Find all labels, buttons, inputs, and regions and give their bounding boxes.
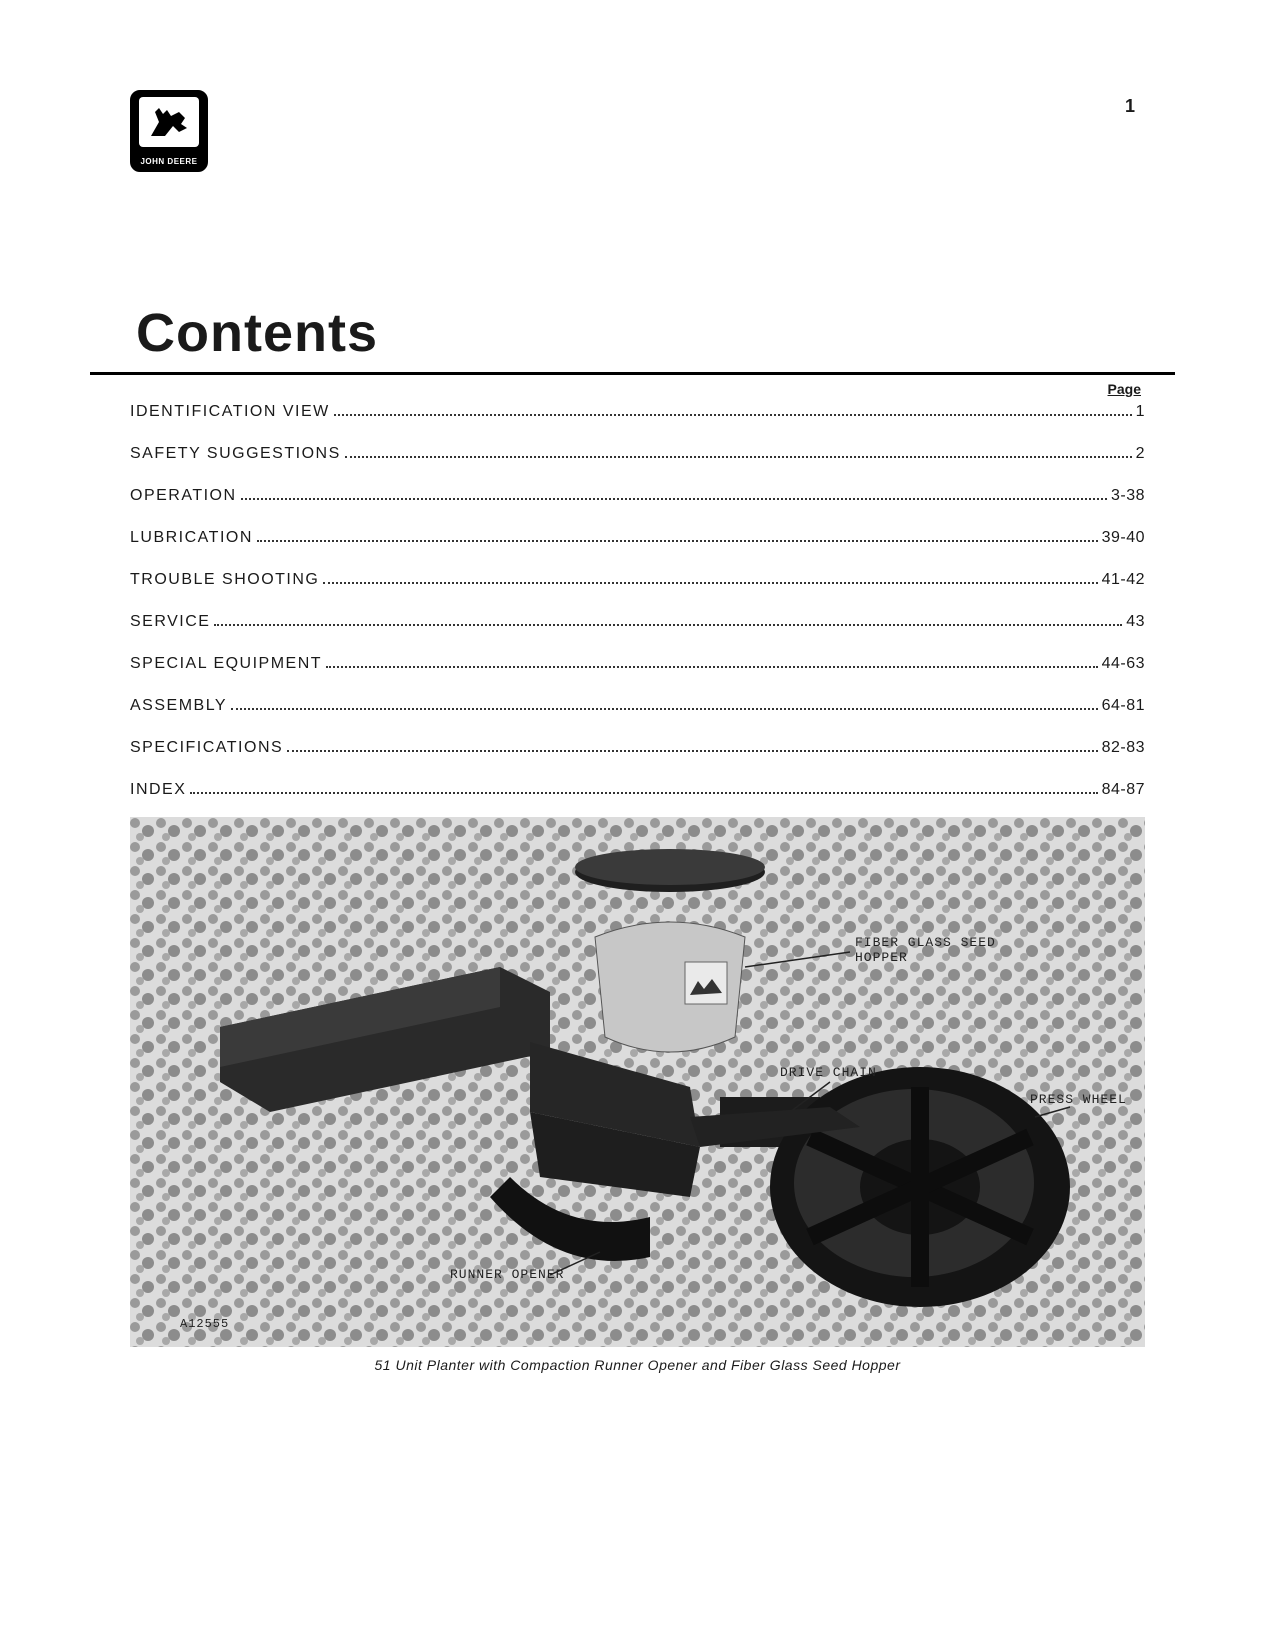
toc-page: 41-42	[1102, 571, 1145, 589]
planter-illustration	[130, 817, 1145, 1347]
toc-label: OPERATION	[130, 487, 237, 505]
toc-leader	[214, 624, 1122, 626]
title-underline	[90, 372, 1175, 375]
toc-page: 1	[1136, 403, 1145, 421]
toc-page: 43	[1126, 613, 1145, 631]
toc-row: SPECIAL EQUIPMENT 44-63	[130, 655, 1145, 673]
toc-row: IDENTIFICATION VIEW 1	[130, 403, 1145, 421]
brand-name: JOHN DEERE	[140, 157, 197, 166]
toc-label: INDEX	[130, 781, 186, 799]
toc-leader	[241, 498, 1107, 500]
toc-row: SPECIFICATIONS 82-83	[130, 739, 1145, 757]
brand-logo: JOHN DEERE	[130, 90, 208, 172]
toc-label: SPECIFICATIONS	[130, 739, 283, 757]
toc-leader	[231, 708, 1098, 710]
page-column-header: Page	[130, 381, 1141, 397]
identification-figure: FIBER GLASS SEED HOPPER DRIVE CHAIN PRES…	[130, 817, 1145, 1347]
figure-caption: 51 Unit Planter with Compaction Runner O…	[130, 1357, 1145, 1373]
toc-row: SERVICE 43	[130, 613, 1145, 631]
toc-label: IDENTIFICATION VIEW	[130, 403, 330, 421]
page-title: Contents	[136, 302, 1145, 364]
toc-page: 44-63	[1102, 655, 1145, 673]
toc-row: OPERATION 3-38	[130, 487, 1145, 505]
figure-ref-number: A12555	[180, 1317, 229, 1331]
toc-leader	[326, 666, 1098, 668]
header-row: JOHN DEERE 1	[130, 90, 1145, 172]
toc-page: 39-40	[1102, 529, 1145, 547]
toc-leader	[334, 414, 1132, 416]
deer-icon	[139, 97, 199, 147]
toc-label: ASSEMBLY	[130, 697, 227, 715]
toc-page: 82-83	[1102, 739, 1145, 757]
toc-page: 2	[1136, 445, 1145, 463]
toc-label: TROUBLE SHOOTING	[130, 571, 319, 589]
toc-row: SAFETY SUGGESTIONS 2	[130, 445, 1145, 463]
callout-press-wheel: PRESS WHEEL	[1030, 1092, 1127, 1107]
toc-leader	[287, 750, 1097, 752]
callout-seed-hopper: FIBER GLASS SEED HOPPER	[855, 935, 1025, 965]
toc-label: SPECIAL EQUIPMENT	[130, 655, 322, 673]
toc-page: 3-38	[1111, 487, 1145, 505]
callout-runner-opener: RUNNER OPENER	[450, 1267, 564, 1282]
page-number: 1	[1125, 96, 1135, 117]
toc-row: TROUBLE SHOOTING 41-42	[130, 571, 1145, 589]
toc-page: 64-81	[1102, 697, 1145, 715]
table-of-contents: IDENTIFICATION VIEW 1 SAFETY SUGGESTIONS…	[130, 403, 1145, 799]
callout-drive-chain: DRIVE CHAIN	[780, 1065, 877, 1080]
toc-leader	[257, 540, 1098, 542]
toc-label: SERVICE	[130, 613, 210, 631]
toc-page: 84-87	[1102, 781, 1145, 799]
toc-label: LUBRICATION	[130, 529, 253, 547]
toc-row: LUBRICATION 39-40	[130, 529, 1145, 547]
toc-row: INDEX 84-87	[130, 781, 1145, 799]
toc-row: ASSEMBLY 64-81	[130, 697, 1145, 715]
toc-leader	[345, 456, 1132, 458]
toc-leader	[190, 792, 1097, 794]
toc-label: SAFETY SUGGESTIONS	[130, 445, 341, 463]
toc-leader	[323, 582, 1097, 584]
